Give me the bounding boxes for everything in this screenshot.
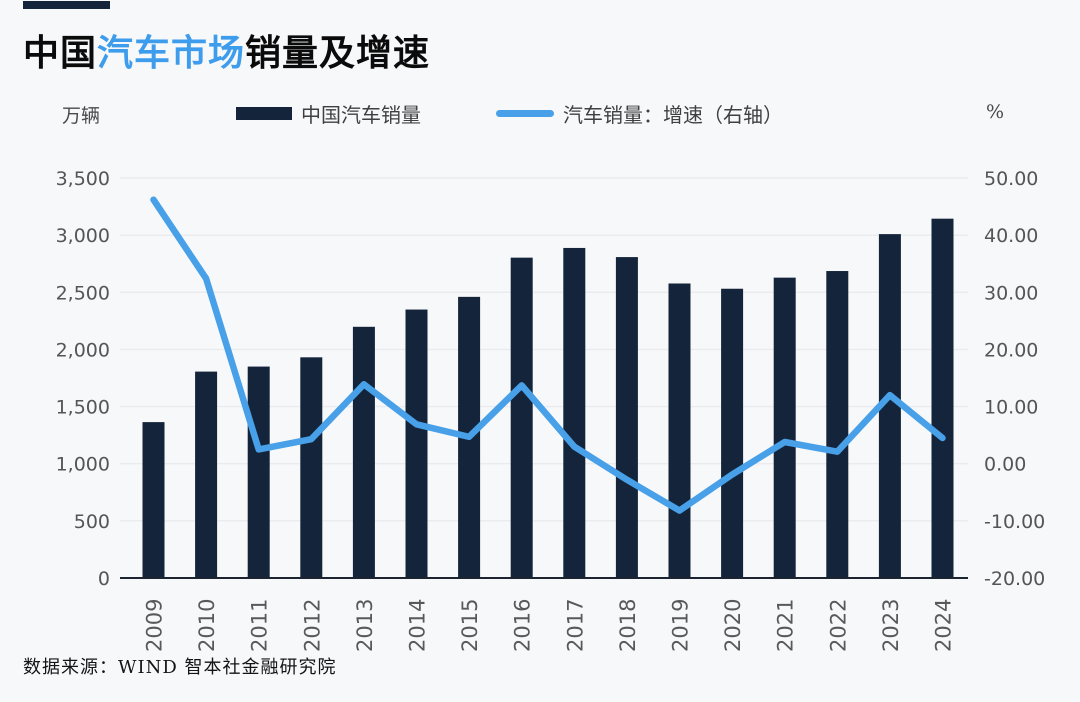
sales-bar-2014 xyxy=(405,309,428,578)
line-legend-swatch xyxy=(496,109,554,117)
legend-item-growth: 汽车销量：增速（右轴） xyxy=(496,100,783,127)
year-label-2015: 2015 xyxy=(458,599,482,652)
year-label-2013: 2013 xyxy=(353,599,377,652)
sales-bar-2010 xyxy=(195,371,218,578)
sales-bar-2017 xyxy=(563,247,586,578)
year-label-2023: 2023 xyxy=(879,599,903,652)
right-axis-unit-label: % xyxy=(986,101,1005,123)
legend-sales-label: 中国汽车销量 xyxy=(301,102,421,127)
left-axis-unit-label: 万辆 xyxy=(62,105,101,127)
right-tick-label: 0.00 xyxy=(984,454,1026,476)
right-tick-label: -10.00 xyxy=(984,511,1045,533)
year-label-2022: 2022 xyxy=(826,599,850,652)
chart-canvas: 0 -20.00 500 -10.00 1,000 0.00 1,500 10.00 2,000… xyxy=(56,168,1046,652)
left-tick-label: 3,500 xyxy=(56,168,110,190)
year-label-2019: 2019 xyxy=(669,599,693,652)
left-tick-label: 500 xyxy=(74,511,110,533)
year-label-2020: 2020 xyxy=(721,599,745,652)
left-tick-label: 2,500 xyxy=(56,282,110,304)
growth-line xyxy=(150,196,946,514)
title-prefix: 中国 xyxy=(23,33,98,74)
right-tick-label: -20.00 xyxy=(984,568,1045,590)
right-tick-label: 30.00 xyxy=(984,282,1038,304)
left-tick-label: 2,000 xyxy=(56,339,110,361)
year-label-2024: 2024 xyxy=(932,599,956,652)
sales-bar-2020 xyxy=(721,288,744,578)
year-label-2014: 2014 xyxy=(406,599,430,652)
sales-bar-2018 xyxy=(615,257,638,578)
year-label-2011: 2011 xyxy=(248,599,272,652)
bar-legend-swatch xyxy=(236,106,292,120)
sales-bar-2021 xyxy=(773,277,796,578)
sales-bar-2011 xyxy=(247,366,270,578)
year-label-2021: 2021 xyxy=(774,599,798,652)
title-accent-bar xyxy=(23,1,110,9)
sales-bar-2023 xyxy=(878,234,901,578)
legend-item-sales: 中国汽车销量 xyxy=(236,100,421,127)
source-note: 数据来源：WIND 智本社金融研究院 xyxy=(23,657,337,678)
left-tick-label: 3,000 xyxy=(56,225,110,247)
left-tick-label: 1,000 xyxy=(56,454,110,476)
page-title: 中国汽车市场销量及增速 xyxy=(23,24,430,76)
year-label-2012: 2012 xyxy=(300,599,324,652)
year-label-2010: 2010 xyxy=(195,599,219,652)
left-tick-label: 0 xyxy=(98,568,110,590)
right-tick-label: 40.00 xyxy=(984,225,1038,247)
year-label-2016: 2016 xyxy=(511,599,535,652)
title-highlight: 汽车市场 xyxy=(97,33,246,74)
sales-bar-2013 xyxy=(352,326,375,578)
sales-bar-2024 xyxy=(931,218,954,578)
left-tick-label: 1,500 xyxy=(56,397,110,419)
right-tick-label: 20.00 xyxy=(984,339,1038,361)
title-suffix: 销量及增速 xyxy=(245,33,431,74)
sales-bar-2012 xyxy=(300,357,323,578)
year-label-2017: 2017 xyxy=(563,599,587,652)
sales-bar-2009 xyxy=(142,422,165,578)
sales-bar-2022 xyxy=(826,271,849,578)
right-tick-label: 10.00 xyxy=(984,397,1038,419)
year-label-2009: 2009 xyxy=(143,599,167,652)
sales-bar-2016 xyxy=(510,257,533,578)
year-label-2018: 2018 xyxy=(616,599,640,652)
right-tick-label: 50.00 xyxy=(984,168,1038,190)
legend-growth-label: 汽车销量：增速（右轴） xyxy=(563,102,783,127)
sales-bar-2019 xyxy=(668,283,691,578)
